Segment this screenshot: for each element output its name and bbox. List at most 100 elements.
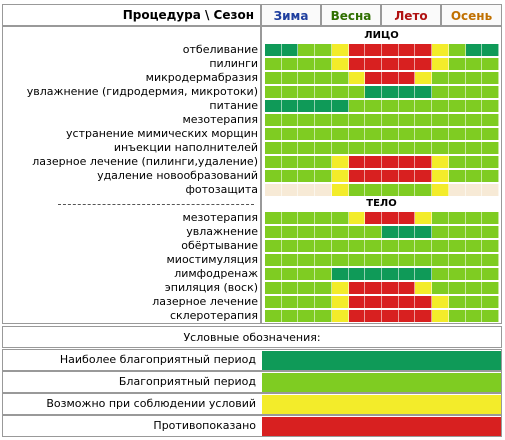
face-row-cell <box>432 44 449 56</box>
face-row-cell <box>382 142 399 154</box>
legend-swatch <box>262 373 501 392</box>
face-row-cell <box>331 86 349 98</box>
body-row-cell <box>348 310 366 322</box>
face-row-cell <box>348 86 366 98</box>
body-row-cell <box>382 310 399 322</box>
body-row-cell <box>331 254 349 266</box>
body-row-cell <box>432 282 449 294</box>
body-row-cell <box>331 226 349 238</box>
face-row-cell <box>465 44 483 56</box>
body-row-cell <box>348 226 366 238</box>
body-row-cell <box>298 282 316 294</box>
face-row-cell <box>331 44 349 56</box>
face-row-cell <box>382 184 399 196</box>
body-row-cell <box>398 226 416 238</box>
face-row-cell <box>298 156 316 168</box>
face-row-cell <box>432 142 449 154</box>
face-row-cell <box>298 128 316 140</box>
body-row-cell <box>298 226 316 238</box>
face-row-cell <box>265 58 282 70</box>
body-row-cell <box>398 268 416 280</box>
body-row-cell <box>365 268 382 280</box>
face-row-cell <box>348 72 366 84</box>
legend-item-label: Наиболее благоприятный период <box>59 353 256 366</box>
body-row-cell <box>432 296 449 308</box>
face-row-cell <box>365 58 382 70</box>
face-row-cell <box>348 142 366 154</box>
body-row-cell <box>298 296 316 308</box>
face-row-cell <box>482 170 499 182</box>
body-row-cell <box>448 240 466 252</box>
face-row-cell <box>348 156 366 168</box>
procedures-panel <box>2 26 261 324</box>
face-row-cell <box>331 184 349 196</box>
face-row-cell <box>298 184 316 196</box>
body-row-cell <box>415 212 433 224</box>
face-row-cell <box>448 184 466 196</box>
legend-item-label: Благоприятный период <box>118 375 256 388</box>
season-header-2: Лето <box>381 4 441 26</box>
body-row-cell <box>448 212 466 224</box>
body-row-cell <box>281 226 299 238</box>
face-row-cell <box>482 58 499 70</box>
face-row-cell <box>465 58 483 70</box>
face-row-cell <box>281 156 299 168</box>
body-row-label: эпиляция (воск) <box>164 281 258 294</box>
body-row-cell <box>365 226 382 238</box>
face-row-cell <box>315 142 332 154</box>
body-row-cell <box>315 212 332 224</box>
body-row-cell <box>281 296 299 308</box>
face-row-cell <box>448 86 466 98</box>
face-row-cell <box>298 86 316 98</box>
body-row-cell <box>398 282 416 294</box>
body-row-cell <box>482 212 499 224</box>
face-row-cell <box>365 86 382 98</box>
face-row-cell <box>398 44 416 56</box>
body-row-cell <box>331 310 349 322</box>
face-row-cell <box>465 184 483 196</box>
face-row-cell <box>331 100 349 112</box>
body-row-cell <box>448 310 466 322</box>
face-row-cell <box>315 58 332 70</box>
body-row-label: миостимуляция <box>166 253 259 266</box>
body-row-cell <box>331 212 349 224</box>
body-row-cell <box>348 296 366 308</box>
body-row-cell <box>365 310 382 322</box>
face-row-cell <box>398 114 416 126</box>
face-row-cell <box>298 114 316 126</box>
face-row-cell <box>415 156 433 168</box>
face-row-cell <box>448 128 466 140</box>
face-row-cell <box>281 44 299 56</box>
body-row-cell <box>348 254 366 266</box>
face-row-cell <box>331 142 349 154</box>
body-row-cell <box>465 226 483 238</box>
face-row-cell <box>482 156 499 168</box>
body-row-cell <box>482 310 499 322</box>
body-row-cell <box>382 212 399 224</box>
face-row-cell <box>415 114 433 126</box>
face-row-cell <box>382 58 399 70</box>
body-row-cell <box>315 310 332 322</box>
section-divider <box>58 204 254 205</box>
face-row-cell <box>265 170 282 182</box>
face-row-cell <box>382 86 399 98</box>
face-row-cell <box>432 58 449 70</box>
body-row-cell <box>331 296 349 308</box>
body-row-cell <box>365 240 382 252</box>
face-row-cell <box>298 72 316 84</box>
face-row-cell <box>398 58 416 70</box>
face-row-cell <box>415 184 433 196</box>
face-row-cell <box>382 44 399 56</box>
season-header-0: Зима <box>261 4 321 26</box>
section-body-label: ТЕЛО <box>366 198 397 209</box>
body-row-label: склеротерапия <box>169 309 258 322</box>
body-row-cell <box>448 254 466 266</box>
face-row-cell <box>348 184 366 196</box>
face-row-cell <box>348 128 366 140</box>
face-row-cell <box>448 114 466 126</box>
body-row-cell <box>281 310 299 322</box>
section-face-label: ЛИЦО <box>364 30 399 41</box>
face-row-cell <box>465 128 483 140</box>
body-row-cell <box>432 254 449 266</box>
body-row-cell <box>365 212 382 224</box>
